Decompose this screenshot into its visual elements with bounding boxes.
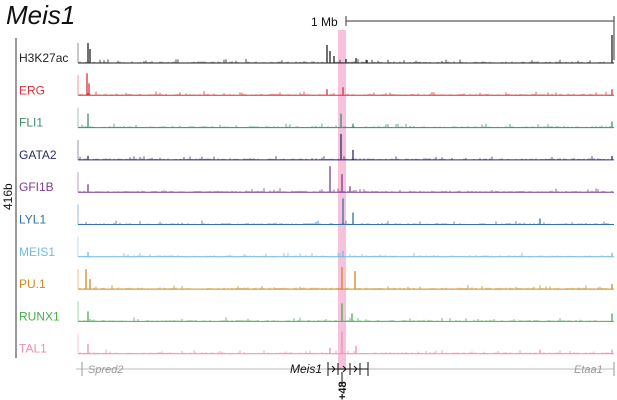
- group-label: 416b: [1, 183, 15, 210]
- scale-label: 1 Mb: [311, 15, 338, 29]
- gene-row: Spred2 Meis1 Etaa1 +48: [76, 362, 615, 400]
- group-bracket: 416b: [1, 38, 17, 358]
- track-label-gfi1b: GFI1B: [19, 180, 54, 194]
- track-label-lyl1: LYL1: [19, 213, 46, 227]
- track-signal: [79, 188, 613, 193]
- gene-meis1: Meis1: [290, 362, 322, 376]
- track-signal: [79, 220, 613, 225]
- track-label-gata2: GATA2: [19, 148, 57, 162]
- gene-etaa1: Etaa1: [574, 364, 603, 376]
- track-label-runx1: RUNX1: [19, 309, 60, 323]
- track-label-pu1: PU.1: [19, 277, 46, 291]
- meis1-gene-model: [327, 362, 369, 376]
- track-label-h3k27ac: H3K27ac: [19, 51, 68, 65]
- track-signal: [79, 317, 613, 322]
- track-signal: [79, 123, 613, 128]
- track-signal: [79, 156, 613, 160]
- track-signal: [79, 349, 613, 354]
- track-label-meis1: MEIS1: [19, 245, 55, 259]
- track-signal: [79, 252, 613, 257]
- track-label-fli1: FLI1: [19, 116, 43, 130]
- track-signal: [79, 91, 613, 96]
- enhancer-label: +48: [337, 381, 349, 400]
- track-signal: [79, 59, 613, 63]
- figure-title: Meis1: [6, 0, 76, 30]
- track-list: H3K27ac ERG FLI1 GATA2 GFI1B LYL1 MEIS1 PU.1 RUN…: [19, 35, 614, 356]
- track-label-erg: ERG: [19, 83, 45, 97]
- gene-spred2: Spred2: [88, 364, 123, 376]
- scale-bar: 1 Mb: [311, 15, 615, 60]
- track-signal: [79, 285, 613, 290]
- track-label-tal1: TAL1: [19, 342, 47, 356]
- enhancer-highlight: [338, 30, 346, 370]
